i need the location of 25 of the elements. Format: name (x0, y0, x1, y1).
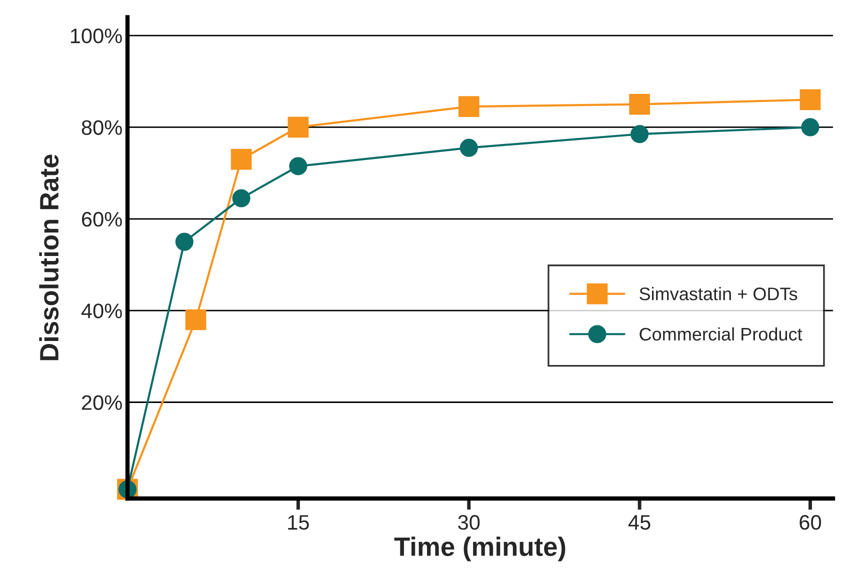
point (175, 232, 194, 251)
point (232, 189, 250, 208)
point (460, 138, 478, 157)
point (185, 309, 206, 330)
y-tick-label: 20% (82, 395, 122, 410)
point (458, 96, 480, 117)
y-tick-label: 100% (70, 28, 122, 44)
legend-label: Commercial Product (640, 327, 802, 341)
point (289, 157, 308, 176)
point (629, 94, 650, 115)
x-tick-label: 45 (628, 515, 650, 530)
y-tick-label: 80% (82, 120, 122, 135)
y-tick-label: 60% (82, 212, 122, 227)
x-tick-label: 30 (458, 515, 480, 530)
y-axis-title: Dissolution Rate (39, 154, 59, 360)
legend-label: Simvastatin + ODTs (640, 287, 798, 300)
y-tick-label: 40% (81, 304, 122, 318)
point (800, 89, 821, 110)
point (630, 125, 649, 144)
point (230, 148, 252, 170)
point (288, 116, 309, 138)
point (801, 118, 820, 136)
x-tick-label: 60 (800, 515, 822, 530)
x-axis-title: Time (minute) (394, 536, 566, 562)
x-tick-label: 15 (288, 515, 309, 530)
